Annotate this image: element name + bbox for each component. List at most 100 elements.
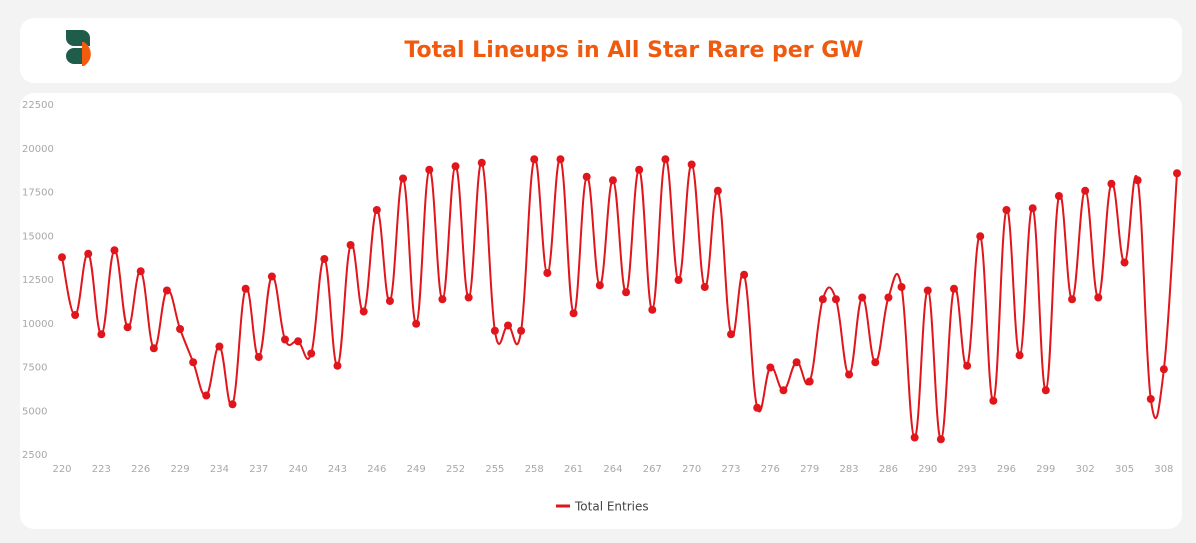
point <box>595 281 604 290</box>
point <box>307 349 316 358</box>
point <box>149 344 158 353</box>
point <box>228 400 237 409</box>
x-tick-label: 223 <box>92 464 111 475</box>
point <box>608 176 617 185</box>
x-tick-label: 240 <box>289 464 308 475</box>
point <box>504 321 512 330</box>
point <box>530 155 539 164</box>
point <box>267 272 276 281</box>
point <box>372 206 381 214</box>
point <box>622 288 631 297</box>
point <box>254 353 263 361</box>
x-tick-label: 276 <box>761 464 780 475</box>
x-tick-label: 261 <box>564 464 583 475</box>
point <box>1015 351 1024 360</box>
x-tick-label: 252 <box>446 464 465 475</box>
point <box>110 246 119 255</box>
x-tick-label: 237 <box>249 464 268 475</box>
y-tick-label: 12500 <box>22 275 54 286</box>
point <box>831 295 840 304</box>
point <box>477 158 486 167</box>
point <box>936 435 945 444</box>
point <box>766 363 775 372</box>
chart-card <box>20 93 1182 529</box>
x-tick-label: 283 <box>840 464 859 475</box>
legend-label: Total Entries <box>574 500 649 514</box>
x-tick-label: 270 <box>682 464 701 475</box>
point <box>294 337 303 346</box>
point <box>1054 192 1063 200</box>
point <box>1041 386 1050 395</box>
point <box>740 270 749 279</box>
point <box>727 330 735 339</box>
point <box>884 293 893 302</box>
x-tick-label: 293 <box>958 464 977 475</box>
x-tick-label: 255 <box>485 464 504 475</box>
x-tick-label: 296 <box>997 464 1016 475</box>
point <box>569 309 578 318</box>
point <box>713 186 722 195</box>
point <box>359 307 368 316</box>
point <box>71 311 80 319</box>
point <box>438 295 447 304</box>
point <box>950 284 958 293</box>
x-tick-label: 305 <box>1115 464 1134 475</box>
point <box>1159 365 1168 374</box>
point <box>281 335 289 344</box>
x-tick-label: 290 <box>918 464 937 475</box>
y-tick-label: 7500 <box>22 363 47 374</box>
x-tick-label: 220 <box>52 464 71 475</box>
point <box>464 293 473 302</box>
header-card <box>20 18 1182 83</box>
point <box>897 283 906 291</box>
x-tick-label: 246 <box>367 464 386 475</box>
logo <box>66 30 91 66</box>
point <box>753 403 762 412</box>
point <box>162 286 171 295</box>
point <box>792 358 801 367</box>
point <box>1146 395 1155 403</box>
x-tick-label: 279 <box>800 464 819 475</box>
y-tick-label: 22500 <box>22 100 54 111</box>
x-tick-label: 273 <box>721 464 740 475</box>
point <box>910 433 919 442</box>
point <box>582 172 591 181</box>
x-tick-label: 308 <box>1154 464 1173 475</box>
point <box>976 232 985 241</box>
point <box>963 361 972 370</box>
point <box>451 162 460 171</box>
point <box>1133 176 1142 185</box>
point <box>845 370 854 379</box>
point <box>215 342 224 351</box>
point <box>923 286 932 295</box>
x-tick-label: 286 <box>879 464 898 475</box>
point <box>241 284 250 293</box>
point <box>1107 179 1116 188</box>
point <box>399 174 408 183</box>
point <box>58 253 66 262</box>
point <box>858 293 867 302</box>
point <box>346 241 355 249</box>
point <box>661 155 670 164</box>
point <box>779 386 788 395</box>
point <box>123 323 132 332</box>
point <box>385 297 394 305</box>
point <box>635 165 644 174</box>
point <box>556 155 565 164</box>
x-tick-label: 226 <box>131 464 150 475</box>
point <box>136 267 145 276</box>
point <box>818 295 827 304</box>
point <box>490 326 499 335</box>
point <box>1002 206 1011 214</box>
x-tick-label: 243 <box>328 464 347 475</box>
point <box>320 255 329 263</box>
y-tick-label: 15000 <box>22 231 54 242</box>
point <box>805 377 814 386</box>
x-tick-label: 302 <box>1076 464 1095 475</box>
x-tick-label: 258 <box>525 464 544 475</box>
point <box>1094 293 1103 302</box>
point <box>517 326 526 335</box>
point <box>1068 295 1077 304</box>
point <box>202 391 211 400</box>
